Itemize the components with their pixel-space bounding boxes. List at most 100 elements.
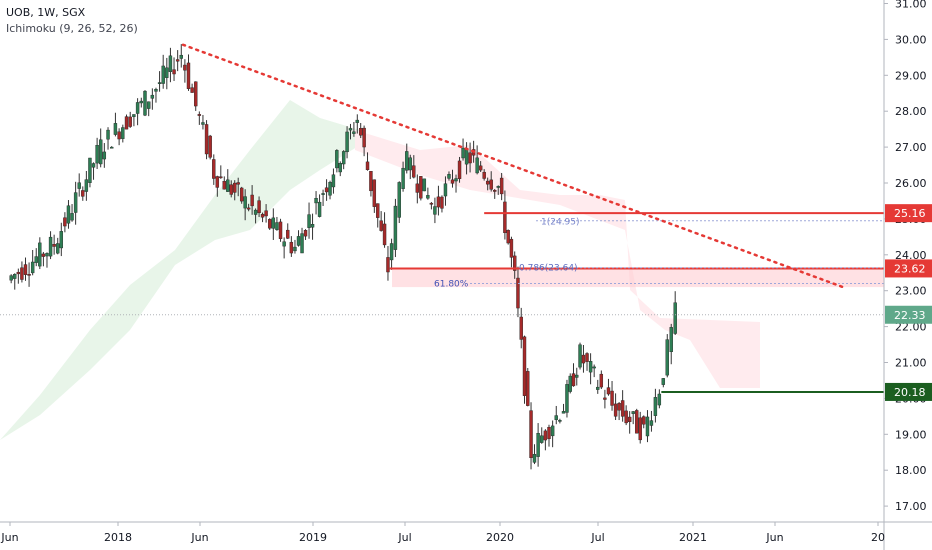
candle-body bbox=[16, 271, 21, 275]
candle-body bbox=[38, 242, 42, 267]
candlesticks bbox=[9, 44, 677, 470]
candle-body bbox=[673, 302, 677, 334]
candle-body bbox=[513, 255, 517, 271]
candle-body bbox=[335, 150, 339, 169]
candle-body bbox=[338, 163, 342, 173]
candle-body bbox=[386, 257, 390, 273]
candle-body bbox=[161, 65, 165, 84]
candle-body bbox=[77, 182, 81, 189]
candle-body bbox=[482, 171, 486, 179]
candle-body bbox=[146, 101, 151, 109]
candle-body bbox=[208, 135, 212, 158]
fib-label: 0.786(23.64) bbox=[519, 264, 578, 274]
candle-body bbox=[496, 186, 500, 188]
candle-body bbox=[526, 371, 530, 406]
candle-body bbox=[450, 179, 455, 184]
x-tick-label: Jul bbox=[590, 531, 604, 544]
candle-body bbox=[165, 67, 169, 78]
price-label-box bbox=[885, 305, 932, 324]
candle-body bbox=[543, 430, 548, 441]
candle-body bbox=[365, 161, 370, 171]
candle-body bbox=[91, 163, 96, 168]
candle-body bbox=[331, 174, 336, 188]
candle-body bbox=[303, 230, 308, 237]
candle-body bbox=[376, 203, 380, 218]
y-tick-label: 26.00 bbox=[895, 177, 927, 190]
candle-body bbox=[321, 193, 325, 195]
candle-body bbox=[554, 415, 558, 420]
candle-body bbox=[168, 55, 173, 72]
y-tick-label: 24.00 bbox=[895, 249, 927, 262]
candle-body bbox=[405, 151, 409, 171]
candle-body bbox=[257, 200, 261, 214]
x-tick-label: 2021 bbox=[679, 531, 707, 544]
x-tick-label: 2018 bbox=[104, 531, 132, 544]
candle-body bbox=[506, 230, 510, 244]
candle-body bbox=[328, 182, 332, 196]
price-label-support: 20.18 bbox=[894, 386, 926, 399]
horizontal-levels[interactable] bbox=[0, 212, 884, 393]
candle-body bbox=[246, 207, 251, 210]
candle-body bbox=[642, 416, 646, 425]
candle-body bbox=[204, 124, 209, 155]
candle-body bbox=[63, 217, 67, 227]
trendline-group[interactable] bbox=[181, 43, 845, 289]
candle-body bbox=[429, 202, 434, 205]
candle-body bbox=[222, 181, 226, 190]
candle-body bbox=[296, 236, 301, 246]
candle-body bbox=[143, 90, 147, 116]
candle-body bbox=[48, 236, 53, 257]
candle-body bbox=[447, 174, 451, 179]
candle-body bbox=[293, 246, 297, 252]
price-label-resistance: 23.62 bbox=[894, 262, 926, 275]
candle-body bbox=[547, 427, 551, 440]
candle-body bbox=[23, 264, 28, 275]
candle-body bbox=[509, 238, 514, 258]
candle-body bbox=[84, 179, 89, 192]
candle-body bbox=[558, 420, 562, 422]
candle-body bbox=[102, 151, 107, 160]
indicator-legend: Ichimoku (9, 26, 52, 26) bbox=[6, 22, 138, 35]
fib-label: 1(24.95) bbox=[541, 218, 580, 228]
candle-body bbox=[70, 213, 74, 221]
downtrend-line bbox=[181, 43, 845, 289]
candle-body bbox=[150, 94, 155, 99]
candle-body bbox=[613, 403, 618, 417]
fib-labels: 1(24.95) 0.786(23.64) 61.80% bbox=[434, 218, 580, 290]
y-tick-label: 23.00 bbox=[895, 285, 927, 298]
candle-body bbox=[260, 213, 265, 218]
candle-body bbox=[341, 151, 346, 165]
candle-body bbox=[540, 435, 544, 443]
candle-body bbox=[348, 128, 353, 131]
chart-symbol-title: UOB, 1W, SGX bbox=[6, 6, 86, 19]
candle-body bbox=[657, 393, 662, 406]
candle-body bbox=[229, 184, 233, 195]
candle-body bbox=[550, 425, 555, 437]
candle-body bbox=[289, 241, 294, 254]
candle-body bbox=[215, 176, 220, 188]
y-tick-label: 29.00 bbox=[895, 69, 927, 82]
x-tick-label: 2019 bbox=[299, 531, 327, 544]
candle-body bbox=[175, 59, 180, 62]
candle-body bbox=[389, 243, 394, 261]
candle-body bbox=[286, 229, 290, 239]
candle-body bbox=[113, 123, 118, 135]
candle-body bbox=[73, 192, 78, 213]
y-tick-label: 31.00 bbox=[895, 0, 927, 11]
candle-body bbox=[314, 198, 318, 204]
candle-body bbox=[128, 116, 132, 127]
candle-body bbox=[649, 420, 654, 426]
candle-body bbox=[355, 119, 359, 123]
candle-body bbox=[461, 147, 465, 159]
candle-body bbox=[478, 165, 483, 171]
candle-body bbox=[30, 261, 35, 274]
candle-body bbox=[575, 374, 579, 378]
candle-body bbox=[433, 206, 437, 215]
candle-body bbox=[489, 179, 493, 190]
candle-body bbox=[345, 131, 349, 153]
x-tick-label: Jun bbox=[0, 531, 18, 544]
candle-body bbox=[264, 210, 268, 217]
candle-body bbox=[422, 178, 427, 192]
candle-body bbox=[324, 187, 329, 193]
